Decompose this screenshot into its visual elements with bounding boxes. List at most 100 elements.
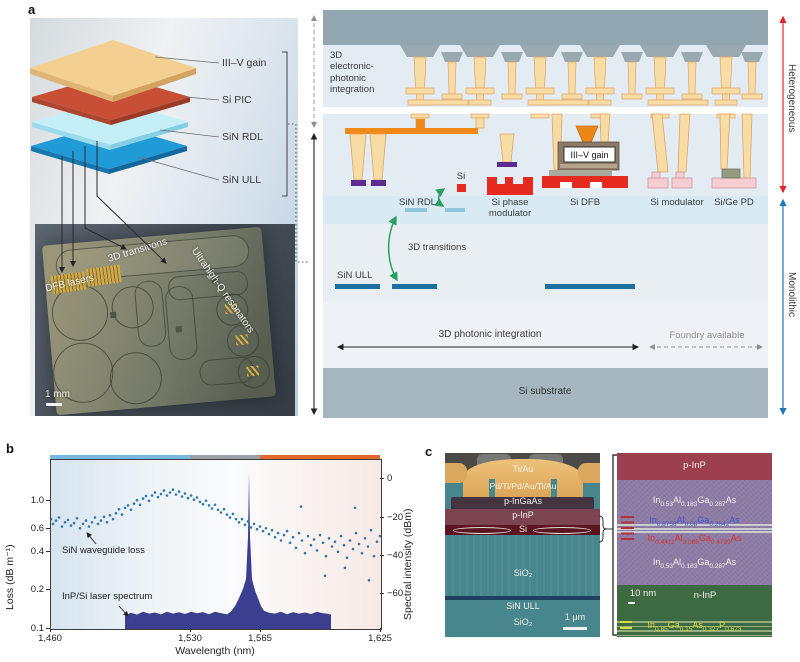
monolithic-label: Monolithic <box>786 272 797 318</box>
sin-ull-layer <box>445 596 600 600</box>
xsec-sinull-label: SiN ULL <box>337 270 373 281</box>
stack-label-sipic: Si PIC <box>222 94 252 106</box>
tem-quaternary-top-label: In0.53Al0.183Ga0.287As <box>652 495 737 508</box>
n-inp-layer <box>617 585 772 637</box>
sin-rdl-bar <box>405 208 427 212</box>
bond-pad <box>497 162 517 167</box>
tem-scalebar-label: 10 nm <box>629 588 657 599</box>
quantum-well-hatch <box>621 516 634 542</box>
si-phase-modulator-shape <box>487 177 533 195</box>
xsec-simod-label: Si modulator <box>650 197 704 208</box>
sem-scalebar <box>563 627 587 630</box>
xsec-foundry-label: Foundry available <box>669 330 745 341</box>
cross-section-diagram <box>310 10 787 418</box>
tem-quaternary-bottom-label: In0.53Al0.183Ga0.287As <box>652 557 737 570</box>
tem-ingaasp-label: In0.85Ga0.15As0.327P0.673 <box>647 620 742 633</box>
x-tick: 1,530 <box>178 633 202 644</box>
sem-scalebar-label: 1 μm <box>564 612 586 622</box>
x-tick: 1,460 <box>38 633 62 644</box>
band-s-band <box>50 455 190 460</box>
x-axis-ticks: 1,460 1,530 1,565 1,625 <box>38 628 392 650</box>
p-ingaas-layer <box>451 497 594 510</box>
y-right-tick: −40 <box>387 550 404 562</box>
sio2-layer <box>445 535 600 596</box>
sem-si-label: Si <box>518 524 527 534</box>
photo-scalebar-label: 1 mm <box>45 389 70 400</box>
tem-barrier-label: In0.4411Al0.085Ga0.4739As <box>647 533 742 546</box>
y-left-tick: 0.1 <box>30 623 44 634</box>
tem-well-label: In0.8758Al0.08Ga0.2642As <box>649 515 740 528</box>
spectrum-annotation: InP/Si laser spectrum <box>62 591 153 602</box>
panel-a-label: a <box>28 2 36 17</box>
sin-ull-bar <box>545 284 635 289</box>
interconnect-vias <box>400 45 763 129</box>
si-layer <box>445 525 600 535</box>
x-tick: 1,625 <box>368 633 392 644</box>
si-dfb-shape <box>542 113 628 188</box>
gold-contact <box>463 459 583 501</box>
xsec-iiiv-label: III–V gain <box>570 150 609 160</box>
tem-pinp-layer <box>617 453 772 480</box>
y-right-tick: −60 <box>387 588 404 600</box>
tem-ninp-label: n-InP <box>693 590 717 601</box>
y-left-tick: 1.0 <box>30 494 44 506</box>
sem-tiau-label: Ti/Au <box>512 464 534 474</box>
sin-ull-bar <box>392 284 437 289</box>
sin-rdl-bar <box>445 208 465 212</box>
y-left-ticks: 1.0 0.6 0.4 0.2 0.1 <box>0 459 50 634</box>
band-l-band <box>260 455 380 460</box>
bond-pad <box>351 180 366 186</box>
si-island <box>457 184 466 192</box>
tem-bracket <box>598 454 618 636</box>
y-right-ticks: 0 −20 −40 −60 <box>380 459 420 628</box>
sem-sinull-label: SiN ULL <box>506 601 540 611</box>
transition-arrow-small <box>434 188 446 207</box>
si-ge-pd-shape <box>711 113 757 189</box>
y-left-tick: 0.4 <box>30 545 44 557</box>
tem-pinp-label: p-InP <box>683 460 706 471</box>
y-right-tick: −20 <box>387 511 404 523</box>
xsec-transitions-label: 3D transitions <box>408 242 467 253</box>
transition-arrow-large <box>387 215 398 282</box>
xsec-substrate-label: Si substrate <box>518 386 572 397</box>
stack-label-sinrdl: SiN RDL <box>222 131 263 143</box>
stack-label-iiiv: III–V gain <box>222 57 267 69</box>
y-left-tick: 0.6 <box>30 523 44 535</box>
xsec-photonic-label: 3D photonic integration <box>438 329 542 340</box>
panel-b-label: b <box>6 441 14 456</box>
y-left-title: Loss (dB m⁻¹) <box>4 544 16 610</box>
sem-sio2b-label: SiO₂ <box>513 617 533 627</box>
scatter-annotation: SiN waveguide loss <box>62 545 145 556</box>
tem-scalebar <box>628 602 635 604</box>
band-c-band <box>190 455 260 460</box>
xsec-sidfb-label: Si DFB <box>569 197 601 208</box>
xsec-zone-label: 3D electronic- photonic integration <box>330 50 375 96</box>
si-modulator-shape <box>647 113 693 189</box>
x-tick: 1,565 <box>248 633 272 644</box>
panel-c-label: c <box>425 444 433 459</box>
y-right-tick: 0 <box>387 473 393 485</box>
sem-cross-section: Ti/Au Pd/Ti/Pd/Au/Ti/Au p-InGaAs p-InP S… <box>445 453 600 637</box>
p-inp-layer <box>445 509 600 525</box>
xsec-phase-mod-label: Si phase modulator <box>488 197 532 220</box>
stack-label-sinull: SiN ULL <box>222 174 262 186</box>
xsec-sinrdl-label: SiN RDL <box>399 197 436 208</box>
photo-scalebar <box>46 403 62 406</box>
xsec-sigepd-label: Si/Ge PD <box>714 197 754 208</box>
sem-sio2-label: SiO₂ <box>513 568 533 578</box>
x-axis-title: Wavelength (nm) <box>175 645 255 657</box>
xsec-si-label: Si <box>456 171 466 182</box>
bond-pad <box>371 180 386 186</box>
sem-pingaas-label: p-InGaAs <box>503 496 543 506</box>
wavelength-band-bar <box>50 455 380 460</box>
tem-cross-section: p-InP In0.53Al0.183Ga0.287As In0.8758Al0… <box>617 453 772 637</box>
sin-ull-bar <box>335 284 380 289</box>
y-right-title: Spectral intensity (dBm) <box>402 508 414 620</box>
plot-canvas <box>49 473 382 629</box>
loss-spectrum-plot <box>49 459 382 630</box>
chip-photo: DFB lasers 3D transitions Ultrahigh-Q re… <box>35 224 295 416</box>
sem-pinp-label: p-InP <box>512 510 534 520</box>
si-substrate-band <box>323 368 768 418</box>
sem-pd-label: Pd/Ti/Pd/Au/Ti/Au <box>489 481 557 491</box>
